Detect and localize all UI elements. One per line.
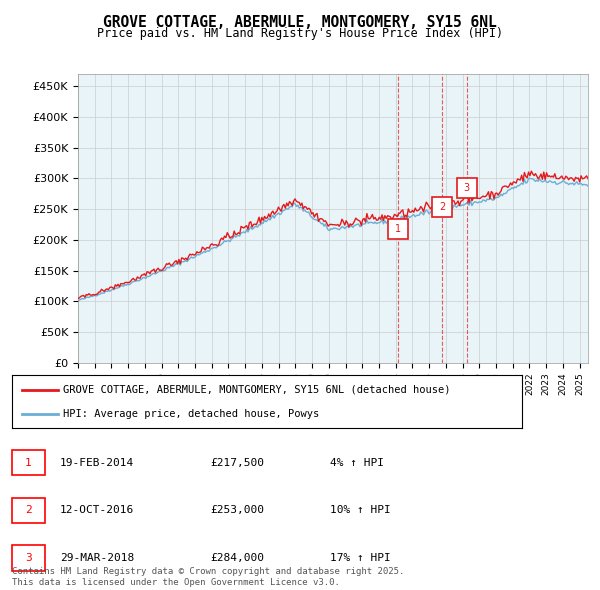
Text: 2: 2 xyxy=(439,202,445,212)
Text: GROVE COTTAGE, ABERMULE, MONTGOMERY, SY15 6NL: GROVE COTTAGE, ABERMULE, MONTGOMERY, SY1… xyxy=(103,15,497,30)
Text: 4% ↑ HPI: 4% ↑ HPI xyxy=(330,458,384,467)
Text: 29-MAR-2018: 29-MAR-2018 xyxy=(60,553,134,563)
Text: £284,000: £284,000 xyxy=(210,553,264,563)
Text: £253,000: £253,000 xyxy=(210,506,264,515)
Text: 10% ↑ HPI: 10% ↑ HPI xyxy=(330,506,391,515)
Text: 1: 1 xyxy=(25,458,32,467)
Text: £217,500: £217,500 xyxy=(210,458,264,467)
Text: 17% ↑ HPI: 17% ↑ HPI xyxy=(330,553,391,563)
Text: 1: 1 xyxy=(395,224,401,234)
Text: 3: 3 xyxy=(25,553,32,563)
Text: HPI: Average price, detached house, Powys: HPI: Average price, detached house, Powy… xyxy=(63,409,319,419)
Text: Contains HM Land Registry data © Crown copyright and database right 2025.
This d: Contains HM Land Registry data © Crown c… xyxy=(12,568,404,587)
FancyBboxPatch shape xyxy=(12,545,45,571)
Text: 12-OCT-2016: 12-OCT-2016 xyxy=(60,506,134,515)
Text: 2: 2 xyxy=(25,506,32,515)
Text: 3: 3 xyxy=(464,183,470,193)
FancyBboxPatch shape xyxy=(12,497,45,523)
FancyBboxPatch shape xyxy=(12,450,45,476)
Text: 19-FEB-2014: 19-FEB-2014 xyxy=(60,458,134,467)
Text: GROVE COTTAGE, ABERMULE, MONTGOMERY, SY15 6NL (detached house): GROVE COTTAGE, ABERMULE, MONTGOMERY, SY1… xyxy=(63,385,451,395)
Text: Price paid vs. HM Land Registry's House Price Index (HPI): Price paid vs. HM Land Registry's House … xyxy=(97,27,503,40)
